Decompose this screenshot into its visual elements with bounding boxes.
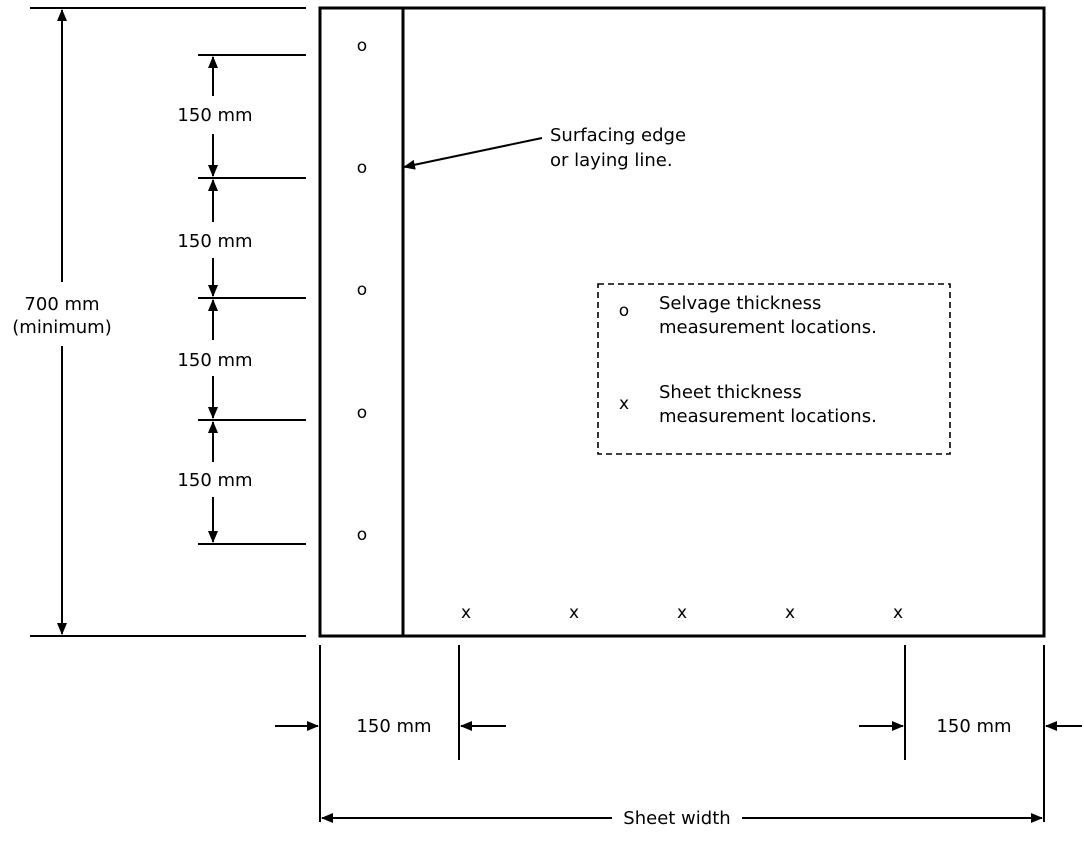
left-offset-dimension: 150 mm bbox=[275, 716, 506, 737]
spacing-label-1: 150 mm bbox=[177, 105, 252, 126]
selvage-marks: o o o o o bbox=[357, 36, 367, 545]
bottom-extension-lines bbox=[319, 645, 1045, 822]
selvage-mark: o bbox=[357, 36, 367, 56]
spacing-dimension-3: 150 mm bbox=[177, 299, 253, 419]
sheet-mark: x bbox=[785, 603, 795, 623]
spacing-label-4: 150 mm bbox=[177, 470, 252, 491]
sheet-mark: x bbox=[893, 603, 903, 623]
sheet-outline bbox=[318, 6, 1046, 638]
surfacing-edge-label-line1: Surfacing edge bbox=[550, 125, 686, 146]
spacing-dimension-2: 150 mm bbox=[177, 179, 253, 297]
spacing-ticks bbox=[198, 54, 306, 545]
right-offset-label: 150 mm bbox=[936, 716, 1011, 737]
overall-height-label: 700 mm bbox=[24, 294, 99, 315]
selvage-mark: o bbox=[357, 525, 367, 545]
right-offset-dimension: 150 mm bbox=[859, 716, 1082, 737]
legend-selvage-symbol: o bbox=[619, 301, 629, 321]
overall-height-note: (minimum) bbox=[12, 317, 111, 338]
overall-height-dimension: 700 mm (minimum) bbox=[12, 7, 306, 637]
spacing-dimension-1: 150 mm bbox=[177, 56, 253, 177]
sheet-mark: x bbox=[569, 603, 579, 623]
selvage-mark: o bbox=[357, 403, 367, 423]
sheet-width-label: Sheet width bbox=[623, 808, 730, 829]
selvage-mark: o bbox=[357, 280, 367, 300]
surfacing-edge-label-line2: or laying line. bbox=[550, 150, 673, 171]
legend-sheet-symbol: x bbox=[619, 394, 629, 414]
legend-selvage-line2: measurement locations. bbox=[659, 317, 877, 338]
sheet-mark: x bbox=[461, 603, 471, 623]
legend-box bbox=[597, 283, 951, 455]
sheet-marks: x x x x x bbox=[461, 603, 903, 623]
legend: o Selvage thickness measurement location… bbox=[597, 283, 951, 455]
surfacing-edge-arrow bbox=[403, 137, 543, 170]
spacing-dimension-4: 150 mm bbox=[177, 421, 253, 543]
legend-selvage-line1: Selvage thickness bbox=[659, 293, 821, 314]
legend-sheet-line2: measurement locations. bbox=[659, 406, 877, 427]
left-offset-label: 150 mm bbox=[356, 716, 431, 737]
sheet-mark: x bbox=[677, 603, 687, 623]
legend-sheet-line1: Sheet thickness bbox=[659, 382, 802, 403]
selvage-mark: o bbox=[357, 158, 367, 178]
spacing-label-3: 150 mm bbox=[177, 350, 252, 371]
sheet-width-dimension: Sheet width bbox=[321, 808, 1043, 829]
spacing-label-2: 150 mm bbox=[177, 231, 252, 252]
